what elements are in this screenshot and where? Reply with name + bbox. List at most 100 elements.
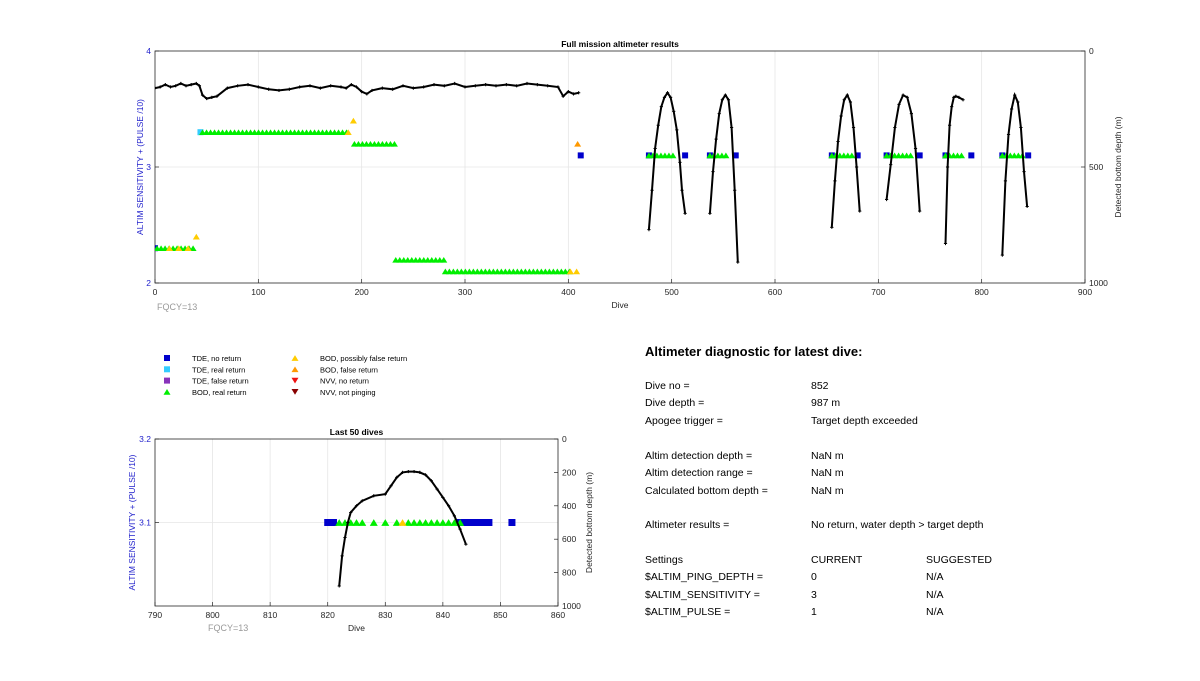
diag-value: 852 — [811, 380, 829, 392]
bottom-depth-point — [1003, 179, 1008, 183]
diag-value: 3 — [811, 589, 817, 601]
bottom-depth-point — [571, 92, 576, 96]
bottom-depth-point — [653, 146, 657, 151]
x-tick-label: 800 — [975, 287, 989, 297]
legend-label: BOD, real return — [192, 388, 247, 397]
x-tick-label: 300 — [458, 287, 472, 297]
bod-possibly-false-point — [349, 117, 357, 124]
bod-real-return-point — [722, 152, 730, 159]
bottom-depth-point — [406, 469, 410, 474]
bottom-depth-point — [525, 81, 529, 86]
x-tick-label: 860 — [551, 610, 565, 620]
legend-marker — [163, 389, 171, 395]
diag-value-suggested: SUGGESTED — [926, 554, 992, 566]
diag-value: 1 — [811, 606, 817, 618]
full-mission-chart: 0 100 200 300 400 500 600 700 800 900 2 3 4 0 500 1000 F… — [135, 39, 1123, 312]
legend: TDE, no return TDE, real return TDE, false… — [163, 354, 407, 397]
bod-real-return-point — [369, 519, 378, 526]
bottom-depth-point — [339, 85, 343, 89]
bod-real-return-point — [438, 519, 447, 526]
y-tick-label: 2 — [146, 278, 151, 288]
bottom-depth-point — [730, 125, 734, 130]
y2-tick-label: 400 — [562, 501, 576, 511]
x-tick-label: 820 — [321, 610, 335, 620]
bod-real-return-point — [440, 256, 448, 263]
bod-real-return-point — [189, 245, 197, 252]
bottom-depth-point — [675, 128, 679, 132]
bottom-depth-point — [647, 228, 651, 232]
bottom-depth-point — [720, 98, 724, 102]
tde-no-return-point — [916, 152, 923, 159]
diag-value: NaN m — [811, 450, 844, 462]
bottom-depth-point — [343, 535, 347, 540]
bod-real-return-point — [433, 519, 442, 526]
bod-real-return-point — [427, 519, 436, 526]
bod-real-return-point — [335, 519, 344, 526]
bottom-depth-point — [210, 95, 214, 99]
bottom-depth-point — [158, 85, 162, 89]
bottom-depth-point — [174, 84, 178, 88]
y-axis-label: ALTIM SENSITIVITY + (PULSE /10) — [135, 99, 145, 235]
bottom-depth-point — [256, 85, 260, 89]
bottom-depth-point — [1016, 100, 1020, 104]
bottom-depth-point — [308, 84, 312, 88]
diag-value: 0 — [811, 571, 817, 583]
bottom-depth-point — [566, 90, 570, 94]
tde-no-return-point — [508, 519, 516, 526]
bottom-depth-point — [556, 85, 560, 89]
y-tick-label: 3 — [146, 162, 151, 172]
bottom-depth-point — [672, 109, 676, 113]
bottom-depth-point — [346, 520, 350, 525]
x-tick-label: 700 — [871, 287, 885, 297]
legend-marker — [164, 377, 170, 384]
chart-title: Full mission altimeter results — [561, 39, 679, 49]
bottom-depth-point — [717, 112, 721, 116]
diag-value-suggested: N/A — [926, 589, 944, 601]
x-tick-label: 800 — [205, 610, 219, 620]
tde-no-return-point — [468, 519, 476, 526]
bod-real-return-point — [346, 519, 355, 526]
bod-real-return-point — [381, 519, 390, 526]
bottom-depth-point — [905, 95, 909, 99]
tde-no-return-point — [473, 519, 481, 526]
bottom-depth-point — [665, 91, 670, 95]
bottom-depth-point — [726, 98, 731, 102]
bottom-depth-line — [830, 93, 861, 228]
tde-no-return-point — [329, 519, 337, 526]
legend-marker — [291, 355, 299, 361]
y2-tick-label: 0 — [1089, 46, 1094, 56]
bottom-depth-point — [401, 84, 405, 88]
bottom-depth-point — [344, 86, 348, 90]
legend-item: BOD, real return — [163, 388, 247, 397]
bottom-depth-point — [855, 165, 859, 169]
fqcy-annotation: FQCY=13 — [157, 302, 197, 312]
bod-real-return-point — [415, 519, 424, 526]
bottom-depth-point — [389, 484, 393, 488]
bottom-depth-point — [913, 146, 918, 151]
bottom-depth-point — [943, 241, 948, 246]
diag-label: Altim detection range = — [645, 467, 753, 479]
legend-item: BOD, false return — [291, 365, 378, 374]
bottom-depth-point — [842, 98, 846, 102]
bottom-depth-point — [442, 84, 446, 88]
bottom-depth-point — [577, 91, 581, 95]
bottom-depth-point — [723, 93, 727, 97]
bottom-depth-point — [961, 98, 965, 102]
tde-real-return-point — [197, 129, 204, 136]
bottom-depth-point — [473, 84, 477, 88]
bottom-depth-point — [678, 160, 682, 164]
bottom-depth-point — [236, 84, 240, 88]
legend-label: TDE, real return — [192, 365, 245, 374]
bottom-depth-point — [441, 495, 445, 500]
bottom-depth-point — [945, 165, 950, 169]
diag-value: CURRENT — [811, 554, 863, 566]
tde-no-return-point — [682, 152, 689, 159]
x-tick-label: 400 — [561, 287, 575, 297]
bottom-depth-point — [267, 87, 271, 91]
bottom-depth-point — [337, 584, 341, 588]
y2-tick-label: 200 — [562, 467, 576, 477]
bottom-depth-point — [733, 188, 737, 192]
legend-marker — [164, 366, 170, 373]
bottom-depth-point — [179, 81, 183, 86]
data-layer — [324, 469, 516, 588]
